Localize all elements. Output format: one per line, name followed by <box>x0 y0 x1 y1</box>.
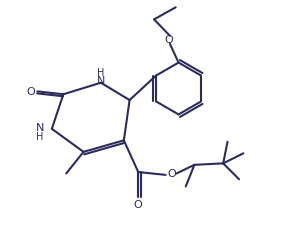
Text: H: H <box>97 68 105 78</box>
Text: O: O <box>27 87 35 97</box>
Text: O: O <box>168 168 176 178</box>
Text: O: O <box>134 199 143 209</box>
Text: O: O <box>164 34 173 44</box>
Text: N: N <box>35 122 44 132</box>
Text: N: N <box>96 76 105 86</box>
Text: H: H <box>36 132 43 141</box>
